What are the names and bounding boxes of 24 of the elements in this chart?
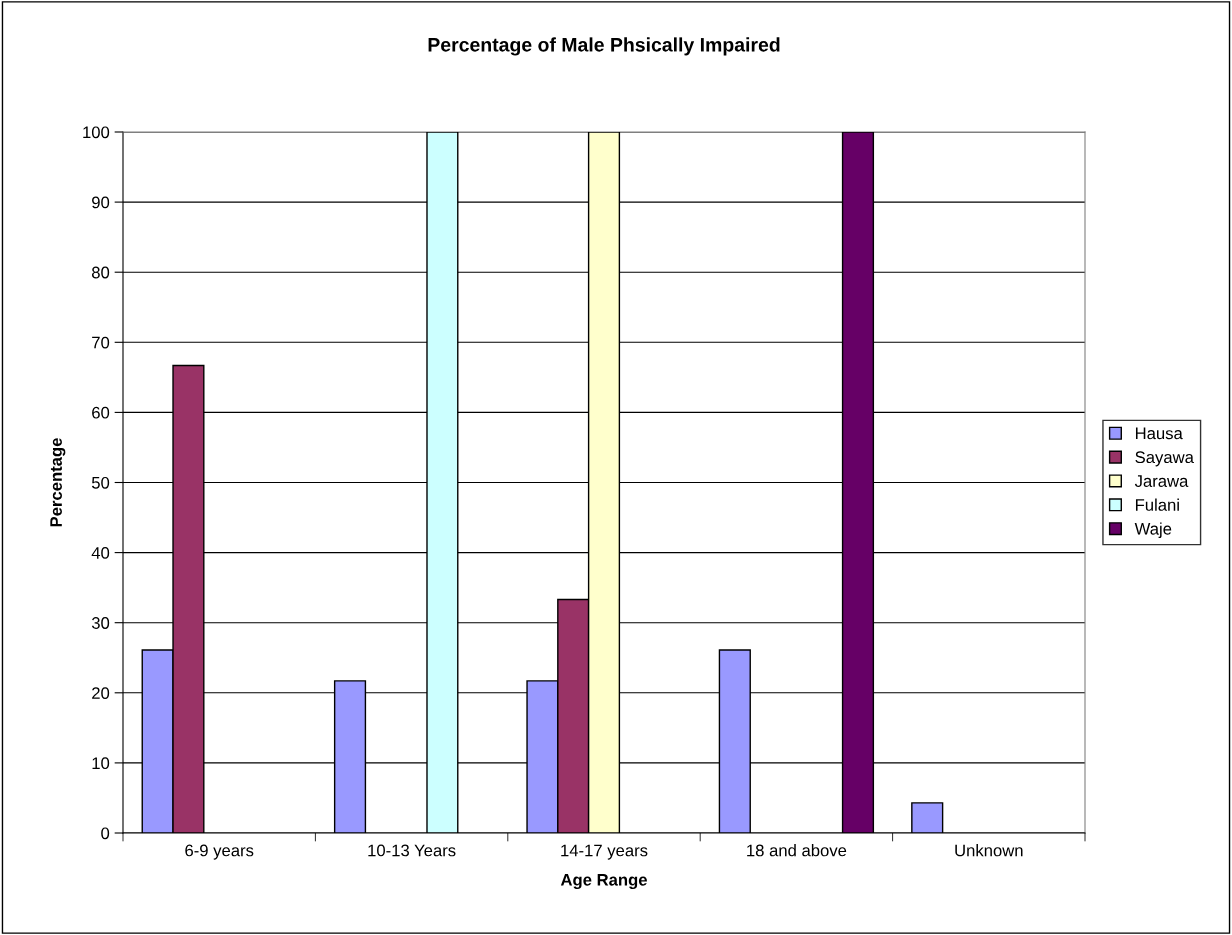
y-tick-label: 90	[92, 196, 110, 209]
y-tick-label: 0	[101, 827, 110, 840]
y-tick-label: 100	[83, 126, 110, 139]
x-tick-label: 18 and above	[747, 844, 847, 857]
legend-label: Sayawa	[1135, 451, 1194, 467]
y-tick-label: 20	[92, 687, 110, 699]
legend-label: Hausa	[1135, 427, 1183, 440]
x-tick-label: Unknown	[955, 844, 1023, 857]
x-tick-label: 10-13 Years	[368, 844, 456, 857]
y-tick-label: 50	[91, 476, 110, 489]
legend-label: Jarawa	[1134, 475, 1189, 487]
legend-label: Fulani	[1135, 498, 1179, 511]
x-tick-label: 14-17 years	[561, 844, 648, 860]
y-tick-label: 30	[91, 617, 110, 629]
x-axis-title: Age Range	[560, 874, 647, 890]
legend-label: Waje	[1134, 522, 1172, 539]
y-axis-title: Percentage	[50, 438, 66, 527]
chart-title: Percentage of Male Phsically Impaired	[428, 37, 780, 56]
x-tick-label: 6-9 years	[185, 844, 254, 860]
y-tick-label: 40	[91, 547, 110, 559]
y-tick-label: 80	[91, 266, 110, 279]
y-tick-label: 60	[92, 406, 110, 419]
y-tick-label: 70	[92, 336, 110, 349]
y-tick-label: 10	[92, 757, 110, 770]
